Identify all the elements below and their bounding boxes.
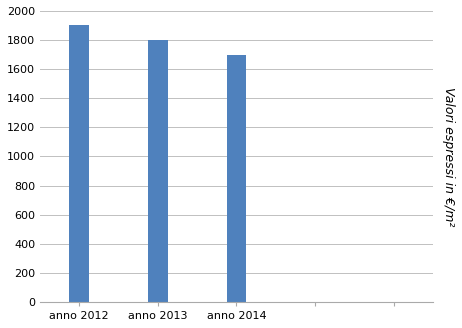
Bar: [226, 54, 246, 302]
Bar: [148, 40, 168, 302]
Y-axis label: Valori espressi in €/m²: Valori espressi in €/m²: [442, 87, 455, 226]
Bar: [69, 26, 89, 302]
